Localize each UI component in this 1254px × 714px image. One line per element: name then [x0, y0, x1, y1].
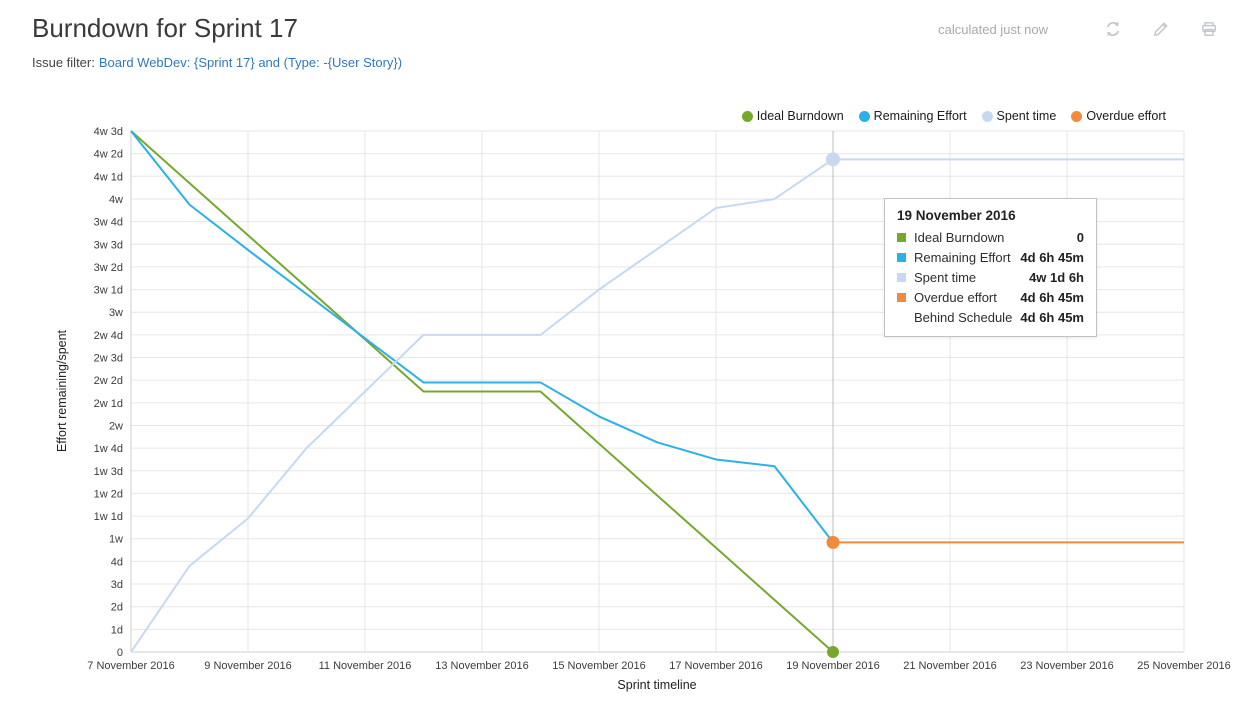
tooltip-row-label: Ideal Burndown [914, 230, 1005, 245]
y-tick-label: 3w 4d [94, 217, 123, 229]
tooltip-row-overdue-effort: Overdue effort 4d 6h 45m [897, 290, 1084, 305]
y-tick-label: 4w [109, 194, 123, 206]
tooltip-row-value: 4w 1d 6h [1029, 270, 1084, 285]
chart-legend: Ideal Burndown Remaining Effort Spent time… [0, 109, 1166, 123]
tooltip-row-spacer [897, 313, 906, 322]
refresh-icon[interactable] [1104, 20, 1122, 38]
tooltip-row-value: 0 [1076, 230, 1084, 245]
spent-time-line [130, 158, 1184, 653]
x-tick-label: 25 November 2016 [1137, 660, 1231, 672]
tooltip-row-label: Behind Schedule [914, 310, 1013, 325]
overdue-effort-marker-icon [897, 293, 906, 302]
x-tick-label: 13 November 2016 [435, 660, 529, 672]
y-tick-label: 2w 2d [94, 375, 123, 387]
y-tick-label: 4w 3d [94, 126, 123, 138]
y-tick-label: 1w 2d [94, 488, 123, 500]
legend-item-overdue-effort[interactable]: Overdue effort [1071, 109, 1166, 123]
spent-time-hover-point [826, 152, 840, 167]
series-lines [130, 130, 1184, 653]
legend-label: Spent time [996, 109, 1057, 123]
x-tick-label: 11 November 2016 [319, 660, 412, 672]
y-tick-label: 1w 3d [94, 466, 123, 478]
ideal-burndown-marker-icon [897, 233, 906, 242]
remaining-effort-marker-icon [897, 253, 906, 262]
x-tick-label: 9 November 2016 [204, 660, 291, 672]
y-tick-label: 3w 2d [94, 262, 123, 274]
tooltip-row-label: Spent time [914, 270, 977, 285]
remaining-effort-line [130, 130, 834, 543]
y-tick-label: 1w 1d [94, 511, 123, 523]
y-tick-label: 3w [109, 307, 123, 319]
x-tick-label: 21 November 2016 [903, 660, 997, 672]
y-tick-label: 3d [111, 579, 123, 591]
remaining-effort-legend-dot-icon [858, 110, 870, 122]
tooltip-row-spent-time: Spent time 4w 1d 6h [897, 270, 1084, 285]
y-tick-label: 4w 1d [94, 171, 123, 183]
y-tick-label: 1d [111, 624, 123, 636]
edit-icon[interactable] [1152, 20, 1170, 38]
x-axis-ticks: 7 November 2016 9 November 2016 11 Novembe… [87, 660, 1231, 672]
legend-label: Overdue effort [1086, 109, 1166, 123]
ideal-burndown-hover-point [827, 646, 839, 658]
tooltip-row-behind-schedule: Behind Schedule 4d 6h 45m [897, 310, 1084, 325]
y-axis-ticks: 0 1d 2d 3d 4d 1w 1w 1d 1w 2d 1w 3d 1w 4d 2w 2w 1d 2w… [94, 126, 123, 659]
print-icon[interactable] [1200, 20, 1218, 38]
issue-filter: Issue filter: Board WebDev: {Sprint 17} a… [32, 55, 402, 70]
chart-tooltip: 19 November 2016 Ideal Burndown 0 Remainin… [884, 198, 1097, 337]
report-controls: calculated just now [938, 20, 1218, 38]
x-tick-label: 19 November 2016 [786, 660, 880, 672]
tooltip-row-value: 4d 6h 45m [1020, 310, 1084, 325]
x-tick-label: 7 November 2016 [87, 660, 174, 672]
x-axis-title: Sprint timeline [617, 678, 697, 692]
page-title: Burndown for Sprint 17 [32, 13, 298, 43]
legend-label: Ideal Burndown [756, 109, 844, 123]
y-tick-label: 2w [109, 420, 123, 432]
overdue-effort-legend-dot-icon [1071, 110, 1083, 122]
y-tick-label: 1w 4d [94, 443, 123, 455]
x-tick-label: 15 November 2016 [552, 660, 646, 672]
ideal-burndown-line [130, 130, 834, 653]
y-tick-label: 1w [109, 534, 123, 546]
ideal-burndown-legend-dot-icon [741, 110, 753, 122]
tooltip-row-value: 4d 6h 45m [1020, 290, 1084, 305]
legend-label: Remaining Effort [873, 109, 967, 123]
y-tick-label: 4d [111, 556, 123, 568]
y-tick-label: 3w 1d [94, 285, 123, 297]
spent-time-legend-dot-icon [981, 110, 993, 122]
legend-item-remaining-effort[interactable]: Remaining Effort [858, 109, 967, 123]
tooltip-rows: Ideal Burndown 0 Remaining Effort 4d 6h 45m… [897, 230, 1084, 325]
tooltip-row-ideal-burndown: Ideal Burndown 0 [897, 230, 1084, 245]
calculated-note: calculated just now [938, 21, 1048, 37]
legend-item-spent-time[interactable]: Spent time [981, 109, 1057, 123]
tooltip-row-value: 4d 6h 45m [1020, 250, 1084, 265]
legend-item-ideal-burndown[interactable]: Ideal Burndown [741, 109, 844, 123]
tooltip-row-remaining-effort: Remaining Effort 4d 6h 45m [897, 250, 1084, 265]
y-tick-label: 2w 1d [94, 398, 123, 410]
spent-time-marker-icon [897, 273, 906, 282]
y-tick-label: 4w 2d [94, 149, 123, 161]
y-tick-label: 0 [117, 647, 123, 659]
issue-filter-link[interactable]: Board WebDev: {Sprint 17} and (Type: -{U… [98, 55, 403, 70]
y-tick-label: 2w 3d [94, 353, 123, 365]
hover-markers [826, 152, 840, 658]
tooltip-row-label: Overdue effort [914, 290, 997, 305]
issue-filter-label: Issue filter: [32, 55, 95, 70]
y-tick-label: 2d [111, 602, 123, 614]
x-tick-label: 17 November 2016 [669, 660, 763, 672]
overdue-effort-hover-point [826, 535, 840, 549]
gridlines [130, 130, 1185, 653]
x-tick-label: 23 November 2016 [1020, 660, 1114, 672]
tooltip-date: 19 November 2016 [897, 208, 1016, 223]
y-tick-label: 2w 4d [94, 330, 123, 342]
tooltip-row-label: Remaining Effort [914, 250, 1011, 265]
y-tick-label: 3w 3d [94, 239, 123, 251]
